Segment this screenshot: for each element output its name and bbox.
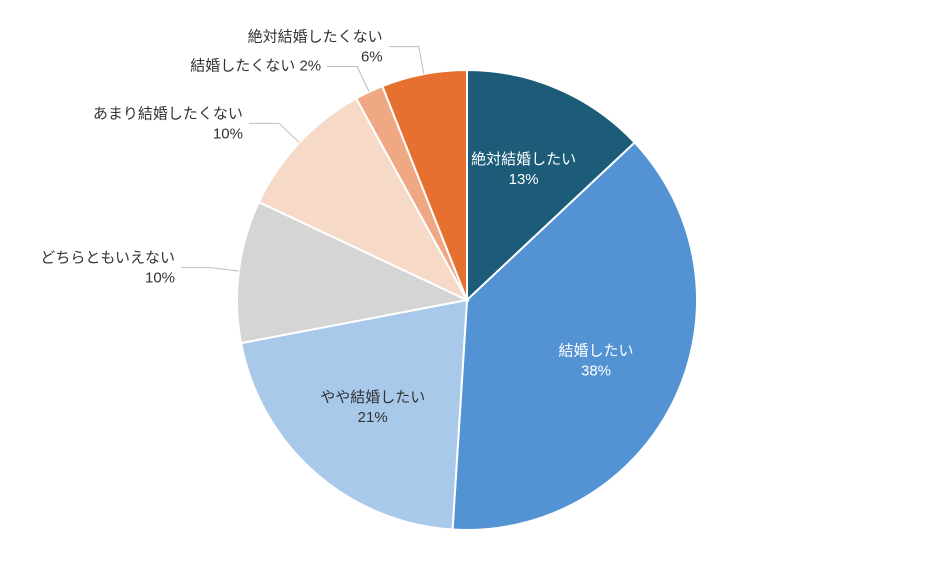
slice-percent: 10% (213, 125, 243, 142)
leader-line (389, 47, 424, 75)
slice-percent: 38% (581, 363, 611, 380)
slice-label: あまり結婚したくない (93, 105, 243, 122)
leader-line (249, 123, 299, 142)
slice-label: どちらともいえない (40, 250, 175, 267)
slice-percent: 13% (509, 171, 539, 188)
slice-label: 絶対結婚したい (471, 151, 576, 168)
slice-percent: 10% (145, 270, 175, 287)
leader-line (327, 67, 369, 92)
slice-percent: 6% (361, 49, 383, 66)
slice-label: 結婚したい (559, 343, 634, 360)
slice-label: やや結婚したい (320, 389, 425, 406)
slice-label: 絶対結婚したくない (248, 29, 383, 46)
slice-percent: 21% (358, 409, 388, 426)
pie-chart: 絶対結婚したい 13% 結婚したい 38% やや結婚したい 21% どちらともいえない 10%… (0, 0, 934, 576)
slice-label: 結婚したくない 2% (190, 58, 321, 75)
leader-line (181, 268, 239, 272)
